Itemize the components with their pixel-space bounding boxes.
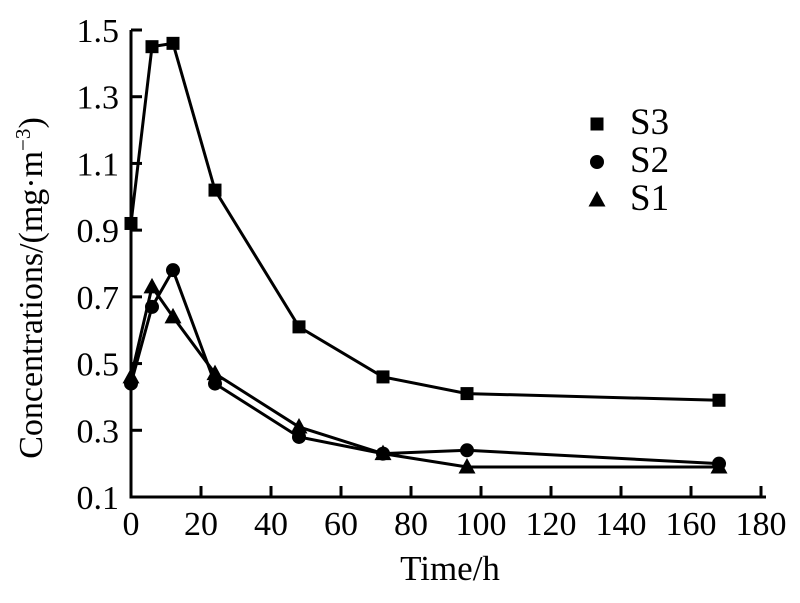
square-marker — [376, 370, 390, 384]
triangle-marker — [588, 191, 606, 207]
circle-marker — [208, 376, 222, 391]
y-tick-label: 0.9 — [77, 213, 120, 250]
y-axis-label-superscript: −3 — [10, 128, 35, 151]
x-tick-label: 160 — [666, 506, 717, 543]
square-marker — [166, 36, 180, 50]
x-tick-label: 100 — [456, 506, 507, 543]
legend-circle-marker-icon — [590, 155, 604, 169]
series-line-S2 — [129, 266, 720, 466]
y-tick-label: 0.7 — [77, 280, 120, 317]
x-tick-label: 180 — [736, 506, 787, 543]
x-tick-label: 60 — [324, 506, 358, 543]
x-tick-label: 40 — [254, 506, 288, 543]
circle-marker — [166, 263, 180, 278]
y-axis-label: Concentrations/(mg·m−3) — [10, 117, 51, 459]
y-tick-label: 1.3 — [77, 80, 120, 117]
legend-label-s1: S1 — [630, 177, 670, 219]
triangle-marker — [206, 364, 224, 381]
legend: S3 S2 S1 — [582, 103, 669, 217]
legend-label-s2: S2 — [630, 139, 670, 181]
square-marker — [124, 216, 138, 230]
circle-marker — [590, 155, 604, 169]
y-axis-label-suffix: ) — [13, 117, 51, 129]
x-tick-label: 20 — [184, 506, 218, 543]
square-marker — [460, 387, 474, 401]
triangle-marker — [122, 367, 140, 384]
legend-item-s1: S1 — [582, 179, 669, 217]
triangle-marker — [710, 457, 728, 474]
x-tick-label: 0 — [123, 506, 140, 543]
axes-spines — [129, 30, 766, 499]
x-tick-label: 80 — [394, 506, 428, 543]
legend-label-s3: S3 — [630, 101, 670, 143]
square-marker — [292, 320, 306, 334]
triangle-marker — [143, 277, 161, 294]
x-tick-label: 120 — [526, 506, 577, 543]
triangle-marker — [458, 457, 476, 474]
y-tick-label: 1.5 — [77, 13, 120, 50]
series-S3 — [124, 36, 726, 407]
circle-marker — [460, 443, 474, 458]
legend-square-marker-icon — [590, 117, 604, 131]
square-marker — [712, 393, 726, 407]
x-tick-label: 140 — [596, 506, 647, 543]
series-line-S3 — [129, 41, 720, 402]
y-tick-label: 1.1 — [77, 146, 120, 183]
legend-triangle-marker-icon — [588, 191, 606, 207]
y-axis-label-text: Concentrations/(mg·m — [13, 150, 51, 459]
square-marker — [208, 183, 222, 197]
circle-marker — [292, 429, 306, 444]
legend-item-s3: S3 — [582, 103, 669, 141]
y-tick-label: 0.3 — [77, 413, 120, 450]
triangle-marker — [290, 417, 308, 434]
series-S1 — [122, 277, 728, 474]
triangle-marker — [164, 307, 182, 324]
x-axis-label: Time/h — [400, 549, 500, 588]
square-marker — [145, 40, 159, 54]
legend-item-s2: S2 — [582, 141, 669, 179]
y-tick-label: 0.1 — [77, 480, 120, 517]
triangle-marker — [374, 444, 392, 461]
y-tick-label: 0.5 — [77, 347, 120, 384]
square-marker — [590, 117, 604, 131]
